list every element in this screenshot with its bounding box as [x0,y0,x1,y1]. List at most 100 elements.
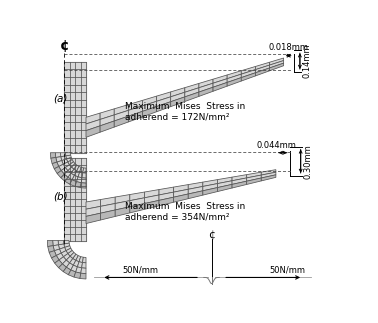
Polygon shape [171,92,185,102]
Polygon shape [59,164,65,171]
Polygon shape [81,268,86,274]
Polygon shape [55,260,62,268]
Polygon shape [65,177,72,184]
Polygon shape [48,246,54,252]
Polygon shape [188,182,203,189]
Polygon shape [241,73,256,81]
Polygon shape [256,68,270,76]
Polygon shape [270,58,284,65]
Polygon shape [53,245,59,251]
Text: ¢: ¢ [208,230,215,240]
Polygon shape [203,183,217,191]
Polygon shape [86,206,101,216]
Polygon shape [144,190,159,198]
Polygon shape [100,109,114,120]
Polygon shape [51,158,57,164]
Polygon shape [66,248,72,254]
Polygon shape [68,173,74,180]
Polygon shape [227,74,241,82]
Polygon shape [65,165,71,171]
Polygon shape [129,106,143,116]
Text: Maximum  Mises  Stress in
adherend = 354N/mm²: Maximum Mises Stress in adherend = 354N/… [125,202,245,222]
Polygon shape [129,100,143,110]
Polygon shape [232,175,247,181]
Text: 50N/mm: 50N/mm [270,265,305,274]
Polygon shape [74,165,79,171]
Polygon shape [63,267,71,275]
Polygon shape [57,171,64,178]
Text: 0.30mm: 0.30mm [304,144,313,179]
Polygon shape [143,101,156,111]
Polygon shape [67,263,73,270]
Polygon shape [64,158,86,241]
Polygon shape [49,251,56,258]
Polygon shape [156,92,171,101]
Polygon shape [115,207,130,216]
Polygon shape [86,213,101,224]
Polygon shape [261,175,276,181]
Polygon shape [82,257,86,263]
Polygon shape [71,265,77,272]
Polygon shape [59,264,67,272]
Polygon shape [68,167,74,173]
Polygon shape [227,71,241,79]
Polygon shape [75,182,81,188]
Polygon shape [81,178,86,183]
Polygon shape [57,161,63,167]
Polygon shape [86,126,100,137]
Polygon shape [241,67,256,74]
Polygon shape [72,175,78,182]
Polygon shape [70,253,76,259]
Polygon shape [56,153,61,158]
Polygon shape [70,180,76,186]
Polygon shape [100,121,114,132]
Polygon shape [143,96,156,106]
Polygon shape [83,168,86,173]
Polygon shape [80,167,84,173]
Polygon shape [82,263,86,268]
Polygon shape [71,164,77,169]
Polygon shape [86,113,100,124]
Polygon shape [56,157,62,162]
Polygon shape [174,194,188,202]
Polygon shape [159,197,174,206]
Polygon shape [65,246,71,251]
Text: 0.018mm: 0.018mm [269,44,309,53]
Polygon shape [247,178,261,184]
Polygon shape [261,172,276,178]
Polygon shape [70,162,75,167]
Polygon shape [199,87,213,96]
Polygon shape [247,175,261,181]
Polygon shape [51,255,59,263]
Text: 0.044mm: 0.044mm [257,141,297,150]
Polygon shape [171,97,185,107]
Polygon shape [56,253,64,260]
Polygon shape [114,110,129,121]
Polygon shape [62,260,70,267]
Polygon shape [159,192,174,200]
Polygon shape [61,168,68,174]
Polygon shape [188,191,203,199]
Polygon shape [144,195,159,203]
Polygon shape [174,189,188,197]
Polygon shape [71,169,77,175]
Polygon shape [73,260,79,267]
Polygon shape [241,70,256,78]
Polygon shape [67,158,72,162]
Polygon shape [76,267,82,273]
Polygon shape [129,111,143,122]
Polygon shape [115,201,130,210]
Polygon shape [130,198,144,207]
Polygon shape [232,181,247,188]
Polygon shape [171,88,185,97]
Polygon shape [61,156,67,161]
Polygon shape [217,181,232,188]
Text: (b): (b) [53,192,68,202]
Polygon shape [86,200,101,209]
Polygon shape [256,65,270,73]
Text: (a): (a) [53,94,68,104]
Polygon shape [199,83,213,92]
Polygon shape [174,184,188,192]
Polygon shape [76,177,82,183]
Polygon shape [101,210,115,220]
